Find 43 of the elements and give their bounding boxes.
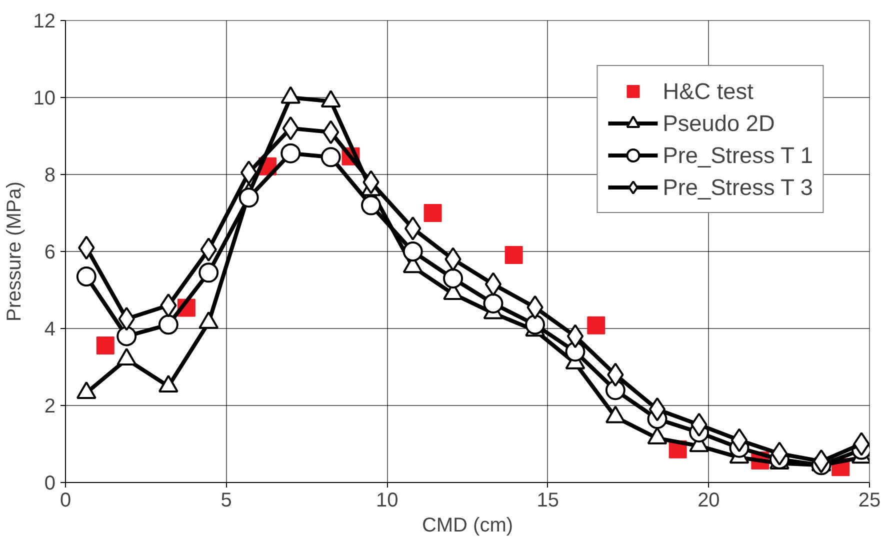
point	[96, 336, 114, 354]
point	[158, 314, 178, 335]
point	[320, 147, 341, 168]
point	[280, 143, 301, 164]
point	[484, 272, 502, 296]
point	[443, 268, 464, 288]
point	[424, 204, 442, 222]
point	[483, 293, 504, 314]
y-tick-label: 4	[44, 318, 56, 340]
x-tick-label: 10	[376, 490, 398, 512]
legend-label: Pre_Stress T 1	[662, 142, 813, 168]
point	[605, 380, 626, 400]
y-tick-label: 10	[33, 88, 56, 110]
point	[566, 324, 584, 348]
x-tick-label: 20	[698, 490, 720, 512]
point	[198, 262, 219, 283]
point	[730, 428, 748, 452]
x-tick-label: 15	[536, 490, 560, 512]
point	[240, 160, 258, 185]
point	[404, 216, 422, 240]
x-tick-label: 0	[60, 490, 72, 512]
legend-label: Pseudo 2D	[662, 110, 775, 136]
y-tick-label: 0	[44, 472, 56, 494]
y-tick-label: 2	[44, 396, 56, 418]
y-tick-label: 12	[33, 10, 56, 32]
point	[402, 242, 423, 262]
legend-label: Pre_Stress T 3	[662, 174, 813, 200]
y-tick-label: 8	[44, 164, 56, 186]
legend-label: H&C test	[662, 78, 754, 104]
point	[648, 397, 666, 422]
point	[525, 314, 546, 335]
point	[504, 246, 523, 264]
y-tick-label: 6	[44, 242, 56, 264]
point	[587, 316, 606, 334]
x-tick-label: 25	[858, 490, 881, 512]
x-tick-label: 5	[220, 490, 232, 512]
point	[812, 449, 830, 474]
point	[116, 326, 137, 346]
point	[76, 266, 96, 287]
point	[361, 195, 382, 216]
point	[322, 120, 340, 144]
x-axis-title: CMD (cm)	[422, 514, 514, 536]
y-axis-title: Pressure (MPa)	[3, 181, 26, 322]
